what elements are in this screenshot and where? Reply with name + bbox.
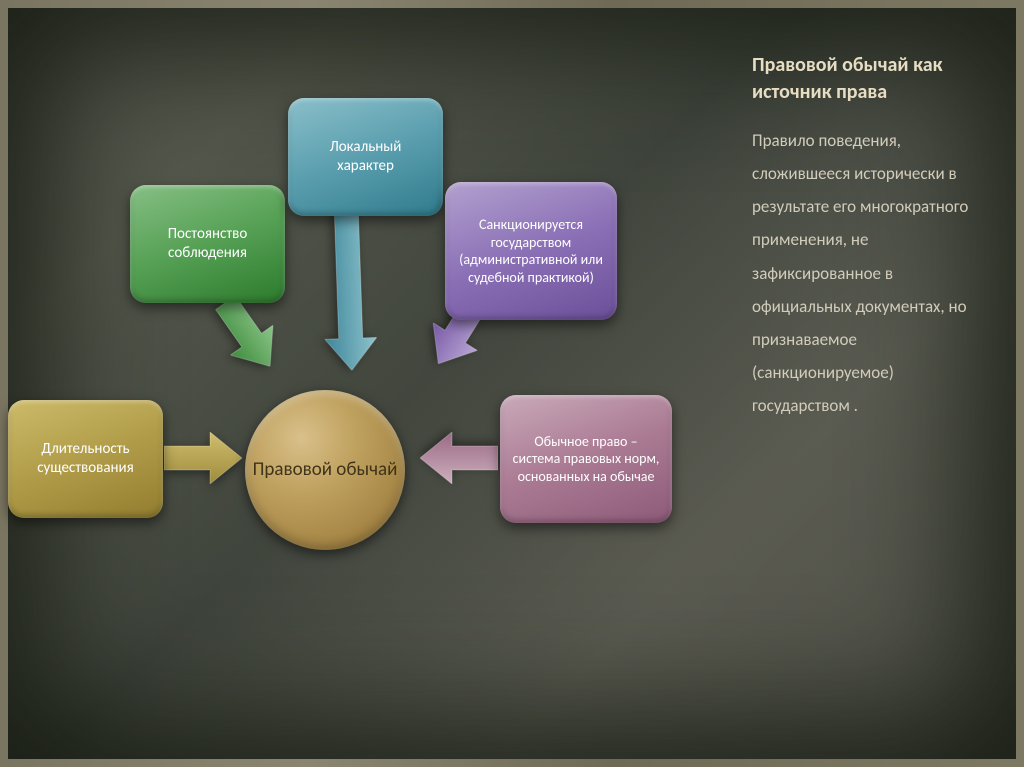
node-label: Длительность существования (20, 440, 151, 478)
slide-content: Длительность существования Постоянство с… (0, 0, 1024, 767)
panel-body: Правило поведения, сложившееся историчес… (752, 124, 982, 422)
text-panel: Правовой обычай как источник права Прави… (752, 52, 982, 422)
arrow-local (320, 190, 378, 372)
center-node: Правовой обычай (245, 390, 405, 550)
arrow-customary (420, 432, 498, 484)
center-label: Правовой обычай (253, 458, 398, 482)
node-label: Локальный характер (300, 138, 431, 176)
node-label: Обычное право – система правовых норм, о… (512, 433, 660, 486)
node-label: Постоянство соблюдения (142, 225, 273, 263)
node-constancy: Постоянство соблюдения (130, 185, 285, 303)
node-sanctioned: Санкционируется государством (администра… (445, 182, 617, 320)
panel-title: Правовой обычай как источник права (752, 52, 982, 106)
node-local: Локальный характер (288, 98, 443, 216)
node-customary: Обычное право – система правовых норм, о… (500, 395, 672, 523)
arrow-duration (164, 432, 242, 484)
node-label: Санкционируется государством (администра… (457, 216, 605, 286)
node-duration: Длительность существования (8, 400, 163, 518)
